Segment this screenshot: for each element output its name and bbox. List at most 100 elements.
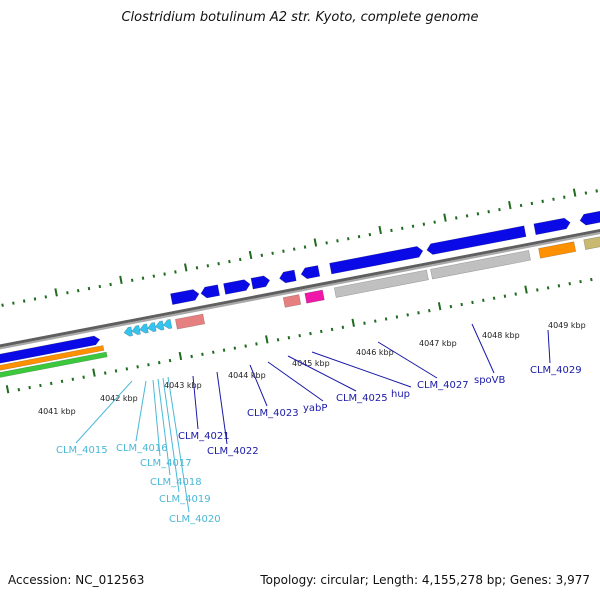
gene-label: CLM_4022 [207, 446, 259, 457]
outer-tick [195, 266, 199, 270]
outer-tick [303, 245, 307, 249]
inner-tick [276, 338, 280, 342]
gene-label: CLM_4025 [336, 393, 388, 404]
inner-tick [546, 286, 550, 290]
outer-tick [98, 284, 102, 289]
kbp-label: 4046 kbp [356, 348, 394, 357]
outer-tick [174, 270, 177, 274]
inner-tick [384, 317, 388, 321]
outer-tick [130, 278, 134, 282]
rna-feature [0, 345, 105, 371]
inner-tick [28, 385, 31, 390]
cds-feature [533, 217, 571, 236]
inner-tick [482, 298, 485, 302]
gene-leader-line [75, 380, 133, 444]
gene-leader-line [135, 380, 147, 442]
inner-tick [233, 346, 237, 350]
genome-summary-text: Topology: circular; Length: 4,155,278 bp… [260, 573, 590, 587]
olive-feature [583, 236, 600, 250]
outer-tick [54, 288, 58, 297]
inner-tick [351, 318, 355, 327]
inner-tick [49, 381, 53, 386]
cds-feature [329, 246, 424, 275]
gene-label: hup [391, 389, 410, 400]
gene-label: CLM_4027 [417, 380, 469, 391]
inner-tick [190, 354, 193, 359]
cds-cyan-feature [131, 324, 141, 336]
outer-tick [228, 259, 231, 264]
cds-feature [0, 335, 101, 364]
gene-label: CLM_4020 [169, 514, 221, 525]
gene-label: spoVB [474, 375, 506, 386]
cds-feature [279, 269, 297, 284]
outer-tick [22, 299, 26, 303]
outer-tick [455, 216, 458, 220]
inner-tick [5, 385, 10, 394]
gene-leader-line [311, 351, 412, 388]
outer-tick [87, 286, 91, 291]
inner-tick [168, 358, 172, 363]
outer-tick [1, 303, 4, 307]
pink-feature [175, 313, 206, 330]
inner-tick [536, 288, 539, 292]
inner-tick [524, 285, 528, 294]
cds-cyan-feature [123, 326, 134, 337]
inner-tick [17, 387, 21, 392]
outer-tick [411, 224, 415, 228]
outer-tick [465, 214, 469, 218]
outer-tick [119, 275, 123, 285]
outer-tick [163, 272, 166, 276]
inner-tick [39, 383, 42, 388]
inner-tick [201, 352, 204, 357]
cds-feature [300, 265, 321, 280]
gray-feature [430, 250, 531, 280]
gene-label: CLM_4021 [178, 431, 230, 442]
outer-tick [271, 251, 274, 255]
outer-tick [530, 201, 534, 206]
inner-tick [557, 284, 561, 288]
inner-tick [222, 348, 226, 352]
gene-leader-line [267, 361, 324, 402]
outer-tick [206, 264, 210, 268]
gene-label: CLM_4017 [140, 458, 192, 469]
gene-leader-line [377, 341, 438, 379]
gene-leader-line [192, 375, 199, 430]
gene-leader-line [152, 379, 161, 457]
gene-features [0, 210, 600, 378]
outer-tick [368, 232, 372, 237]
gene-leader-line [167, 376, 190, 513]
kbp-label: 4043 kbp [164, 381, 202, 390]
gene-leader-line [287, 355, 357, 392]
inner-tick [514, 292, 517, 296]
inner-tick [590, 277, 593, 282]
genome-backbone [0, 229, 600, 350]
inner-tick [287, 336, 291, 340]
gene-label: CLM_4029 [530, 365, 582, 376]
inner-tick [395, 315, 399, 319]
outer-tick [313, 238, 318, 247]
inner-tick [92, 368, 96, 377]
outer-tick [152, 274, 156, 278]
gene-leader-line [216, 371, 228, 445]
accession-text: Accession: NC_012563 [8, 573, 145, 587]
cds-cyan-feature [139, 323, 149, 334]
outer-tick [422, 222, 426, 226]
outer-tick [248, 250, 253, 260]
green-feature [0, 351, 108, 378]
inner-tick [428, 309, 431, 313]
kbp-label: 4041 kbp [38, 407, 76, 416]
kbp-label: 4049 kbp [548, 321, 586, 330]
outer-tick [519, 203, 523, 208]
cds-cyan-feature [154, 320, 165, 331]
gene-leader-line [162, 377, 180, 493]
pink-feature [282, 294, 302, 308]
outer-tick [141, 276, 145, 280]
kbp-label: 4042 kbp [100, 394, 138, 403]
inner-tick [298, 333, 301, 338]
outer-tick [400, 226, 404, 231]
inner-tick [114, 369, 118, 373]
magenta-feature [304, 289, 325, 304]
gene-leader-line [157, 378, 171, 476]
gene-labels: CLM_4015 CLM_4016 CLM_4017 CLM_4018 CLM_4019… [56, 323, 582, 525]
